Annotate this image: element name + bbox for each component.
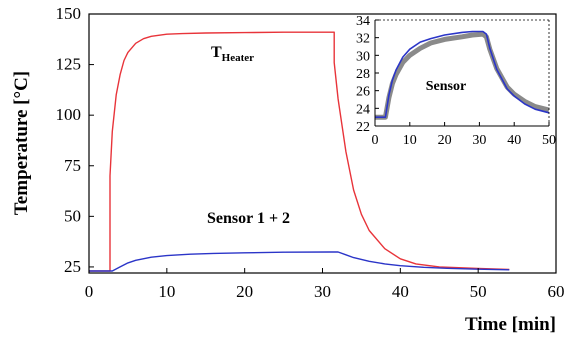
main-x-tick-label: 40: [392, 282, 409, 301]
main-x-tick-label: 50: [470, 282, 487, 301]
main-x-tick-label: 60: [548, 282, 565, 301]
inset-y-tick-label: 32: [356, 32, 370, 47]
inset-x-tick-label: 50: [542, 133, 556, 148]
inset-x-tick-label: 0: [372, 133, 379, 148]
inset-y-tick-label: 24: [356, 102, 370, 117]
inset-y-tick-label: 26: [356, 85, 370, 100]
main-x-tick-label: 30: [314, 282, 331, 301]
heater-annotation: THeater: [211, 44, 254, 64]
y-axis-label: Temperature [°C]: [11, 71, 32, 215]
inset-series-sensor-line: [375, 30, 550, 118]
inset-x-tick-label: 10: [403, 133, 417, 148]
inset-y-ticks: 22 24 26 28 30 32 34: [356, 14, 379, 135]
main-series-group: [89, 31, 510, 272]
inset-title: Sensor: [426, 79, 466, 94]
inset-x-tick-label: 20: [438, 133, 452, 148]
main-y-tick-label: 50: [64, 206, 81, 225]
heater-annotation-main: T: [211, 44, 222, 61]
sensor-annotation: Sensor 1 + 2: [207, 210, 290, 227]
x-axis-label: Time [min]: [465, 314, 556, 335]
inset-y-tick-label: 30: [356, 49, 370, 64]
main-x-tick-label: 10: [158, 282, 175, 301]
inset-x-ticks: 0 10 20 30 40 50: [372, 122, 556, 148]
main-series-heater-line: [89, 31, 510, 272]
inset-x-tick-label: 30: [472, 133, 486, 148]
main-y-tick-label: 125: [56, 55, 82, 74]
main-y-tick-label: 25: [64, 257, 81, 276]
inset-plot: 0 10 20 30 40 50 22 24 26 28 30 32 34 Sensor: [356, 14, 556, 148]
main-series-sensor-line: [89, 251, 510, 272]
inset-series-group: [375, 30, 550, 120]
inset-x-tick-label: 40: [507, 133, 521, 148]
heater-annotation-subscript: Heater: [222, 52, 254, 64]
main-y-tick-label: 75: [64, 156, 81, 175]
main-x-tick-label: 0: [85, 282, 94, 301]
inset-y-tick-label: 34: [356, 14, 370, 29]
main-x-ticks: 0 10 20 30 40 50 60: [85, 268, 565, 301]
main-y-ticks: 25 50 75 100 125 150: [56, 4, 94, 276]
main-y-tick-label: 150: [56, 4, 82, 23]
main-x-tick-label: 20: [236, 282, 253, 301]
inset-y-tick-label: 28: [356, 67, 370, 82]
inset-series-sensor-gray-line: [375, 31, 550, 120]
inset-y-tick-label: 22: [356, 120, 370, 135]
main-y-tick-label: 100: [56, 105, 82, 124]
